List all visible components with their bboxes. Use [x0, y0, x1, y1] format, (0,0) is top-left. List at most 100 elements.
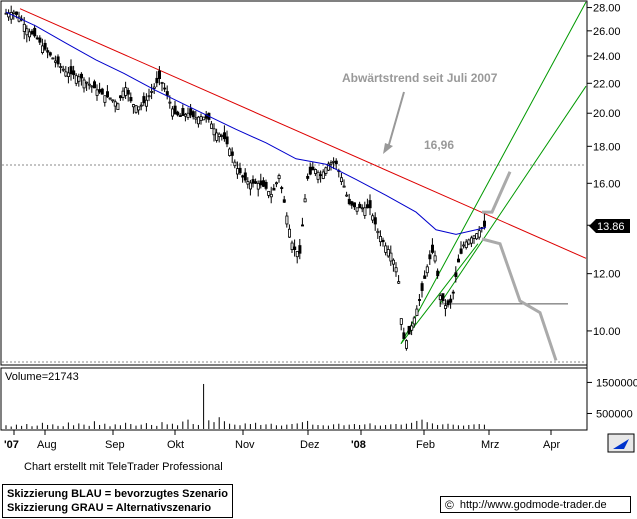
- price-candle: [365, 204, 369, 209]
- price-candle: [196, 116, 200, 125]
- price-candle: [282, 199, 286, 203]
- price-candle: [449, 298, 453, 303]
- price-candle: [319, 174, 323, 177]
- price-candle: [9, 12, 13, 20]
- price-candle: [326, 163, 330, 171]
- price-candle: [147, 95, 151, 98]
- price-candle: [217, 133, 221, 138]
- price-candle: [420, 283, 424, 291]
- price-candle: [43, 42, 47, 50]
- price-candle: [261, 180, 265, 187]
- price-candle: [54, 60, 58, 63]
- price-candle: [412, 317, 416, 325]
- scenario-path: [481, 237, 558, 362]
- price-candle: [298, 245, 302, 254]
- time-tick-label: Dez: [300, 439, 320, 451]
- price-candle: [137, 106, 141, 111]
- time-tick-label: '08: [351, 439, 366, 451]
- price-tick-label: 28.00: [593, 3, 621, 15]
- price-candle: [191, 111, 195, 118]
- price-candle: [90, 85, 94, 88]
- volume-panel: [0, 367, 588, 431]
- price-candle: [126, 90, 130, 95]
- price-candle: [469, 237, 473, 244]
- price-candle: [272, 187, 276, 191]
- price-candle: [35, 37, 39, 40]
- price-candle: [228, 148, 232, 156]
- price-candle: [209, 123, 213, 129]
- price-candle: [113, 101, 117, 107]
- price-candle: [324, 167, 328, 174]
- price-candle: [329, 162, 333, 165]
- source-url[interactable]: http://www.godmode-trader.de: [459, 498, 607, 511]
- price-candle: [342, 185, 346, 188]
- time-axis: '07 Aug Sep Okt Nov Dez '08 Feb Mrz Apr: [4, 430, 560, 451]
- price-candle: [376, 230, 380, 234]
- price-candle: [160, 82, 164, 84]
- price-candle: [82, 79, 86, 89]
- price-candle: [443, 305, 447, 309]
- price-candle: [87, 83, 91, 86]
- price-candle: [48, 52, 52, 56]
- price-candle: [93, 81, 97, 89]
- price-candle: [456, 258, 460, 263]
- price-candle: [134, 105, 138, 113]
- price-candle: [212, 128, 216, 136]
- price-candle: [85, 81, 89, 84]
- price-candle: [222, 132, 226, 140]
- price-tick-label: 24.00: [593, 51, 621, 63]
- annotation-arrow: [383, 91, 405, 154]
- price-candle: [238, 167, 242, 174]
- price-tick-label: 10.00: [593, 326, 621, 338]
- price-candle: [308, 166, 312, 175]
- price-candle: [436, 270, 440, 277]
- price-candle: [108, 97, 112, 100]
- time-tick-label: Sep: [105, 439, 125, 451]
- price-candle: [347, 198, 351, 205]
- price-candle: [142, 96, 146, 104]
- price-candle: [451, 291, 455, 294]
- price-candle: [454, 272, 458, 278]
- price-tick-label: 18.00: [593, 141, 621, 153]
- price-candle: [339, 177, 343, 183]
- chart-nav-icon[interactable]: [607, 433, 635, 453]
- price-candle: [235, 168, 239, 175]
- price-candle: [311, 166, 315, 171]
- volume-axis: 1500000 500000: [587, 377, 637, 420]
- price-axis: 28.0026.0024.0022.0020.0018.0016.0014.00…: [587, 3, 621, 338]
- price-candle: [287, 228, 291, 238]
- price-candle: [345, 194, 349, 197]
- price-candle: [61, 68, 65, 71]
- price-candle: [475, 233, 479, 240]
- volume-label: Volume=21743: [5, 371, 79, 383]
- price-candle: [423, 275, 427, 279]
- price-candle: [106, 91, 110, 98]
- price-candle: [404, 340, 408, 349]
- price-candle: [30, 30, 34, 35]
- price-candle: [441, 293, 445, 301]
- price-candle: [402, 332, 406, 339]
- price-candle: [285, 215, 289, 225]
- last-price-value: 13.86: [597, 221, 625, 233]
- price-candle: [121, 90, 125, 98]
- price-candle: [462, 244, 466, 247]
- price-candle: [472, 235, 476, 239]
- price-candle: [251, 179, 255, 184]
- price-tick-label: 22.00: [593, 78, 621, 90]
- price-candle: [233, 161, 237, 167]
- price-candle: [230, 151, 234, 156]
- price-candle: [27, 31, 31, 38]
- price-candle: [98, 89, 102, 93]
- price-candle: [155, 77, 159, 84]
- price-candle: [241, 175, 245, 178]
- price-candle: [368, 200, 372, 209]
- price-candle: [363, 207, 367, 216]
- source-url-box[interactable]: © http://www.godmode-trader.de: [440, 496, 631, 513]
- price-candle: [391, 259, 395, 265]
- volume-tick-label: 1500000: [596, 377, 637, 389]
- price-candle: [267, 190, 271, 196]
- scenario-legend: Skizzierung BLAU = bevorzugtes Szenario …: [2, 484, 233, 518]
- resistance-label: 16,96: [424, 138, 454, 152]
- price-candle: [74, 75, 78, 84]
